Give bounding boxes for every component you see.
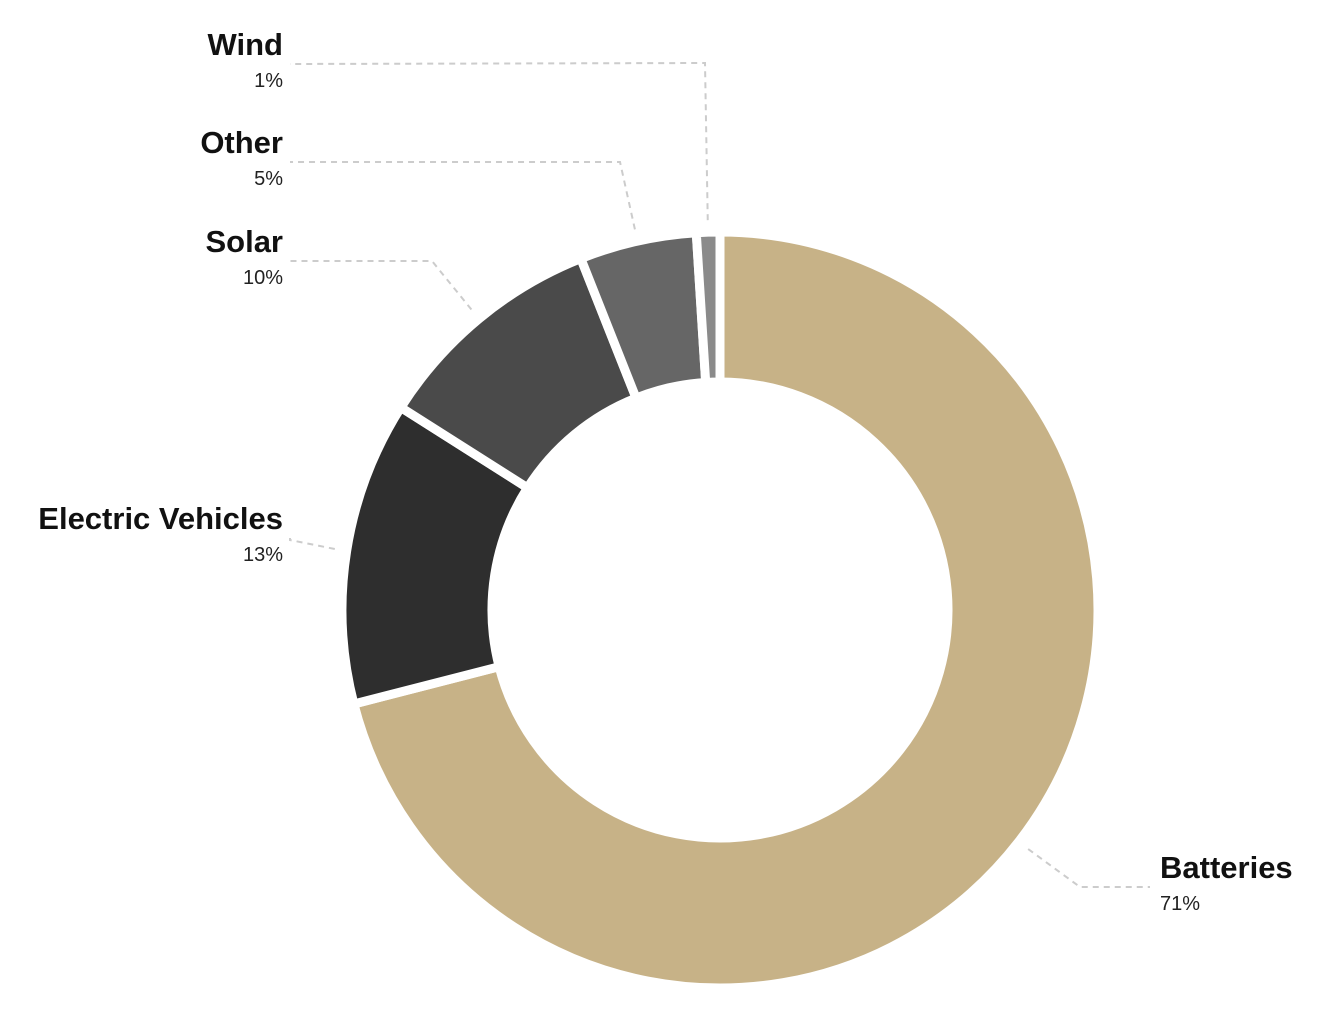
segment-value-label: 10% bbox=[243, 267, 283, 289]
leader-line bbox=[289, 61, 709, 221]
segment-value-label: 5% bbox=[254, 168, 283, 190]
donut-segment bbox=[337, 402, 532, 709]
segment-value-label: 1% bbox=[254, 70, 283, 92]
leader-line bbox=[290, 161, 636, 230]
donut-segment bbox=[691, 227, 725, 387]
donut-segment bbox=[349, 227, 1103, 993]
segment-label: Wind bbox=[208, 27, 283, 62]
leader-line bbox=[1027, 848, 1150, 888]
segment-value-label: 13% bbox=[243, 544, 283, 566]
segment-label: Electric Vehicles bbox=[38, 501, 283, 536]
segment-value-label: 71% bbox=[1160, 893, 1200, 915]
leader-line bbox=[289, 538, 335, 550]
leader-line bbox=[290, 260, 473, 311]
segment-label: Batteries bbox=[1160, 850, 1293, 885]
segment-label: Solar bbox=[205, 224, 283, 259]
segment-label: Other bbox=[200, 125, 283, 160]
